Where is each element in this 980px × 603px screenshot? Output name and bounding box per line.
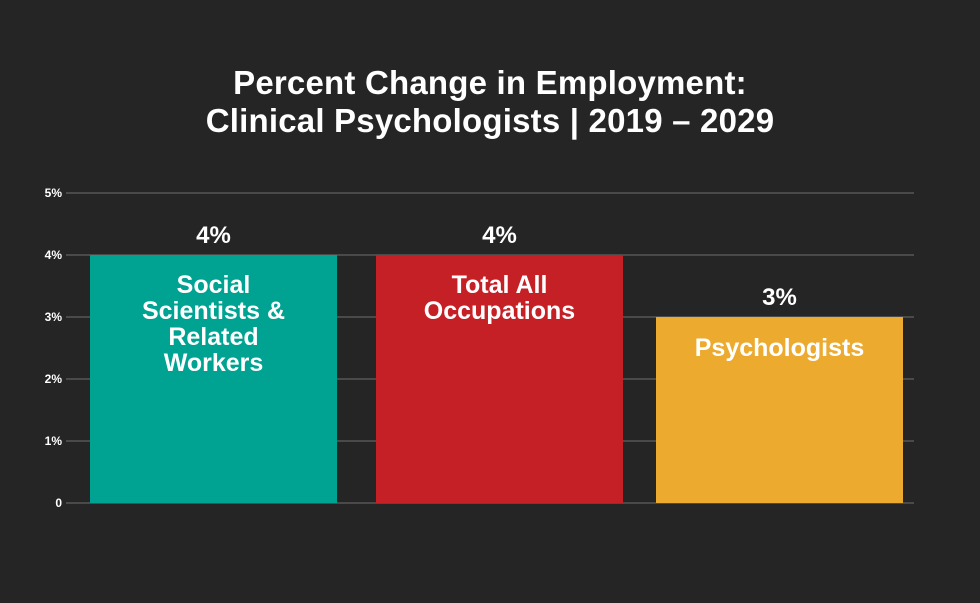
bar-category-label: Psychologists (656, 335, 903, 361)
bar-value-label: 4% (196, 222, 231, 249)
y-tick-label: 3% (44, 310, 62, 324)
bar-social-scientists: Social Scientists & Related Workers (90, 255, 337, 503)
gridline-5 (66, 192, 914, 194)
y-tick-label: 5% (44, 186, 62, 200)
y-tick-label: 0 (55, 496, 62, 510)
gridline-0 (66, 502, 914, 504)
bar-psychologists: Psychologists (656, 317, 903, 503)
bar-value-label: 3% (762, 284, 797, 311)
bar-label-line: Workers (163, 349, 264, 377)
chart-title-line-1: Percent Change in Employment: (233, 64, 747, 101)
bar-label-line: Total All (451, 271, 548, 299)
bar-label-line: Psychologists (694, 334, 865, 362)
bar-value-label: 4% (482, 222, 517, 249)
bar-label-line: Occupations (423, 297, 576, 325)
chart-title: Percent Change in Employment: Clinical P… (0, 64, 980, 140)
y-tick-label: 2% (44, 372, 62, 386)
y-tick-label: 4% (44, 248, 62, 262)
bar-category-label: Total All Occupations (376, 272, 623, 324)
y-tick-label: 1% (44, 434, 62, 448)
bar-label-line: Related (168, 323, 259, 351)
bar-category-label: Social Scientists & Related Workers (90, 272, 337, 376)
bar-label-line: Social (176, 271, 251, 299)
bar-label-line: Scientists & (141, 297, 286, 325)
chart-title-line-2: Clinical Psychologists | 2019 – 2029 (205, 102, 775, 139)
bar-total-all-occupations: Total All Occupations (376, 255, 623, 503)
